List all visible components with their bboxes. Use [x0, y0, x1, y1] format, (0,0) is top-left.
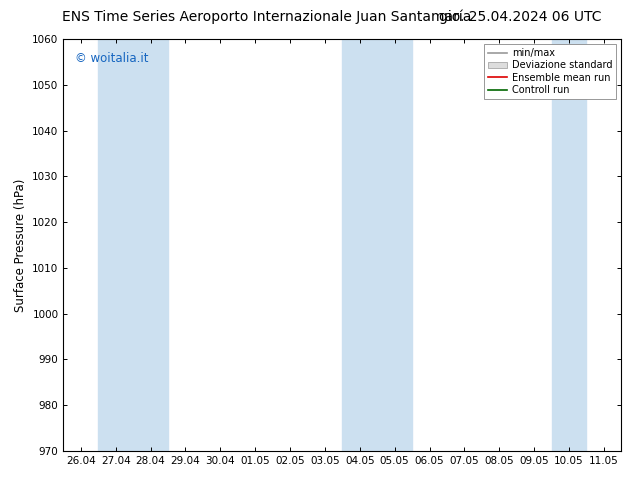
- Bar: [377, 39, 412, 451]
- Text: gio. 25.04.2024 06 UTC: gio. 25.04.2024 06 UTC: [439, 10, 601, 24]
- Bar: [98, 39, 133, 451]
- Bar: [133, 39, 168, 451]
- Bar: [552, 39, 586, 451]
- Text: ENS Time Series Aeroporto Internazionale Juan Santamaría: ENS Time Series Aeroporto Internazionale…: [61, 10, 471, 24]
- Legend: min/max, Deviazione standard, Ensemble mean run, Controll run: min/max, Deviazione standard, Ensemble m…: [484, 44, 616, 99]
- Y-axis label: Surface Pressure (hPa): Surface Pressure (hPa): [14, 178, 27, 312]
- Text: © woitalia.it: © woitalia.it: [75, 51, 148, 65]
- Bar: [342, 39, 377, 451]
